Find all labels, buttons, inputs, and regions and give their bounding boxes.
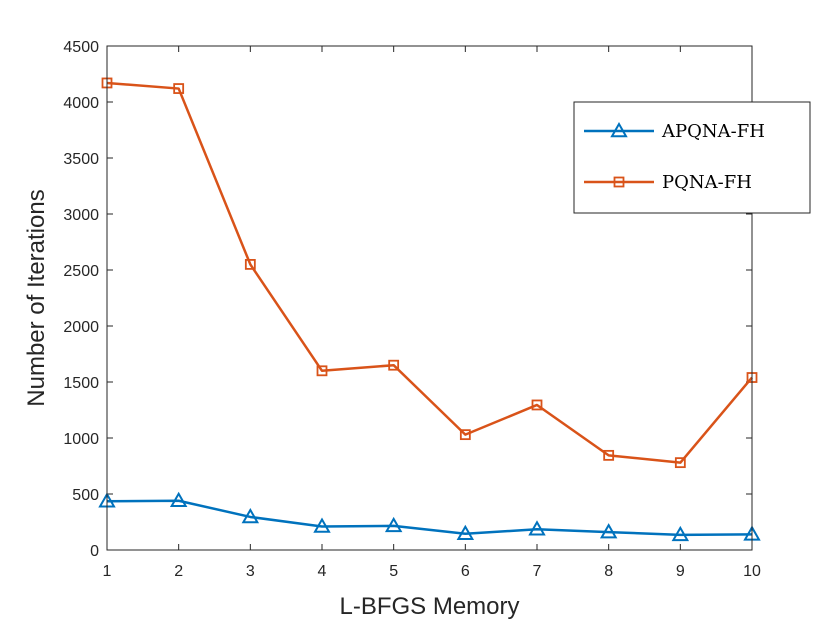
x-axis-label: L-BFGS Memory	[339, 593, 519, 620]
x-tick-label: 3	[246, 563, 255, 580]
data-point-marker	[384, 516, 403, 533]
y-tick-label: 1000	[63, 431, 99, 448]
series-line	[106, 499, 753, 537]
series-apqna-fh	[98, 491, 761, 542]
x-axis-ticks: 1 2 3 4 5 6 7 8 9 10	[103, 46, 761, 580]
x-tick-label: 10	[743, 563, 761, 580]
legend-item: APQNA-FH	[584, 121, 765, 142]
data-point-marker	[531, 399, 543, 411]
y-axis-label: Number of Iterations	[23, 189, 50, 406]
data-point-marker	[388, 359, 400, 371]
legend-box	[573, 101, 811, 214]
y-tick-label: 500	[72, 487, 99, 504]
y-tick-label: 0	[90, 543, 99, 560]
legend-items: APQNA-FH PQNA-FH	[584, 121, 765, 193]
y-tick-label: 2000	[63, 319, 99, 336]
series-line	[106, 81, 753, 464]
y-tick-label: 2500	[63, 263, 99, 280]
y-tick-label: 3500	[63, 151, 99, 168]
x-tick-label: 8	[604, 563, 613, 580]
data-point-marker	[603, 449, 615, 461]
legend-label: APQNA-FH	[661, 121, 765, 142]
x-tick-label: 4	[318, 563, 327, 580]
data-point-marker	[241, 507, 260, 524]
x-tick-label: 9	[676, 563, 685, 580]
legend: APQNA-FH PQNA-FH	[573, 101, 811, 214]
y-tick-label: 4000	[63, 95, 99, 112]
y-axis-ticks: 0 500 1000 1500 2000 2500 3000 3500 4000 4500	[63, 39, 752, 560]
x-tick-label: 7	[533, 563, 542, 580]
series-layer	[98, 77, 761, 542]
legend-label: PQNA-FH	[662, 172, 752, 193]
data-point-marker	[459, 429, 471, 441]
x-tick-label: 6	[461, 563, 470, 580]
data-point-marker	[599, 523, 618, 539]
x-tick-label: 1	[103, 563, 112, 580]
data-point-marker	[671, 525, 690, 542]
data-point-marker	[244, 258, 256, 270]
y-tick-label: 4500	[63, 39, 99, 56]
data-point-marker	[313, 517, 331, 533]
data-point-marker	[674, 457, 686, 469]
data-point-marker	[169, 491, 188, 507]
plot-frame	[106, 45, 753, 551]
legend-marker	[610, 121, 628, 138]
data-point-marker	[528, 520, 546, 536]
x-tick-label: 5	[389, 563, 398, 580]
x-tick-label: 2	[174, 563, 183, 580]
y-tick-label: 1500	[63, 375, 99, 392]
legend-marker	[613, 176, 625, 188]
data-point-marker	[316, 365, 328, 377]
data-point-marker	[173, 83, 185, 94]
data-point-marker	[456, 524, 475, 541]
legend-item: PQNA-FH	[584, 172, 752, 193]
y-tick-label: 3000	[63, 207, 99, 224]
